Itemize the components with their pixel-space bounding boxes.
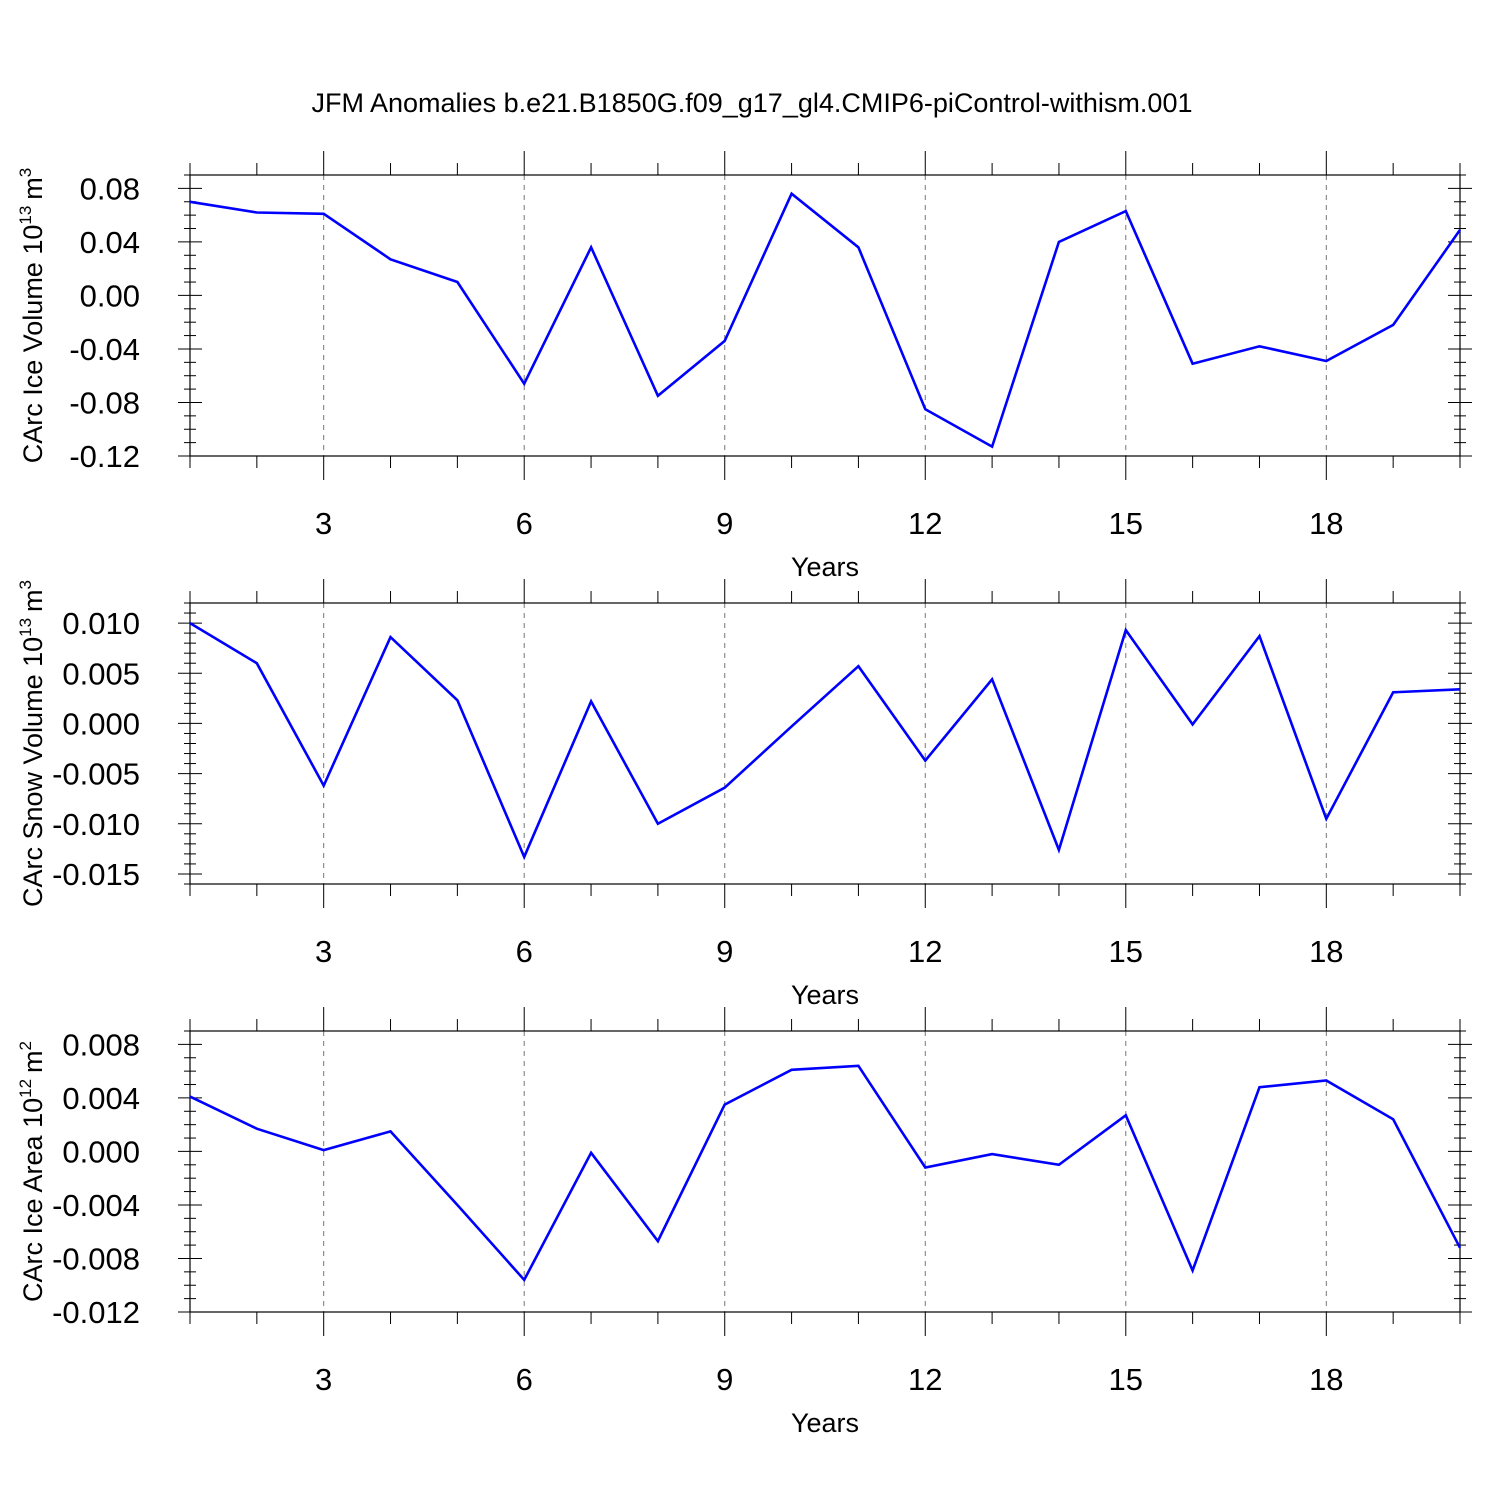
x-tick-label: 18 xyxy=(1309,506,1343,541)
x-tick-label: 6 xyxy=(516,1362,533,1397)
y-tick-label: -0.010 xyxy=(52,807,140,842)
y-tick-label: 0.005 xyxy=(62,656,140,691)
y-tick-label: 0.04 xyxy=(80,225,140,260)
x-tick-label: 6 xyxy=(516,934,533,969)
y-tick-label: -0.04 xyxy=(69,332,140,367)
panel-2: -0.015 -0.010 -0.005 0.000 0.005 0.010 3 6 9 12 15… xyxy=(16,579,1472,1010)
x-tick-label: 12 xyxy=(908,506,942,541)
x-tick-label: 9 xyxy=(716,506,733,541)
x-tick-label: 12 xyxy=(908,934,942,969)
y-tick-label: -0.004 xyxy=(52,1188,140,1223)
panel-1: -0.12 -0.08 -0.04 0.00 0.04 0.08 3 6 9 12 15 18 Year… xyxy=(16,151,1472,582)
plot-frame xyxy=(189,602,1461,885)
y-tick-label: -0.12 xyxy=(69,439,140,474)
x-tick-label: 3 xyxy=(315,934,332,969)
panel-3: -0.012 -0.008 -0.004 0.000 0.004 0.008 3 6 9 12 15… xyxy=(16,1007,1472,1438)
y-tick-label: -0.008 xyxy=(52,1241,140,1276)
x-axis-label: Years xyxy=(791,1408,859,1438)
x-tick-label: 18 xyxy=(1309,1362,1343,1397)
x-tick-label: 9 xyxy=(716,934,733,969)
y-tick-label: 0.008 xyxy=(62,1027,140,1062)
x-tick-label: 3 xyxy=(315,506,332,541)
series-line xyxy=(189,1064,1462,1283)
figure-title: JFM Anomalies b.e21.B1850G.f09_g17_gl4.C… xyxy=(312,88,1193,118)
y-tick-label: 0.004 xyxy=(62,1081,140,1116)
y-tick-label: 0.000 xyxy=(62,1134,140,1169)
y-tick-label: 0.08 xyxy=(80,171,140,206)
series-line xyxy=(189,191,1462,449)
y-tick-label: 0.010 xyxy=(62,606,140,641)
x-tick-label: 6 xyxy=(516,506,533,541)
y-tick-label: -0.08 xyxy=(69,385,140,420)
x-tick-label: 15 xyxy=(1109,934,1143,969)
plot-frame xyxy=(189,1030,1461,1313)
y-tick-label: -0.012 xyxy=(52,1295,140,1330)
x-tick-label: 15 xyxy=(1109,506,1143,541)
x-tick-label: 3 xyxy=(315,1362,332,1397)
y-axis-label: CArc Snow Volume 1013m3 xyxy=(16,580,48,907)
y-tick-label: -0.005 xyxy=(52,757,140,792)
y-tick-label: 0.000 xyxy=(62,706,140,741)
plot-frame xyxy=(189,174,1461,457)
x-tick-label: 15 xyxy=(1109,1362,1143,1397)
x-axis-label: Years xyxy=(791,980,859,1010)
x-tick-label: 18 xyxy=(1309,934,1343,969)
y-axis-label: CArc Ice Area 1012m2 xyxy=(16,1041,48,1302)
x-axis-label: Years xyxy=(791,552,859,582)
y-tick-label: -0.015 xyxy=(52,857,140,892)
y-axis-label: CArc Ice Volume 1013m3 xyxy=(16,168,48,464)
series-line xyxy=(189,621,1461,861)
x-tick-label: 9 xyxy=(716,1362,733,1397)
y-tick-label: 0.00 xyxy=(80,278,140,313)
panels: -0.12 -0.08 -0.04 0.00 0.04 0.08 3 6 9 12 15 18 Year… xyxy=(16,151,1472,1438)
x-tick-label: 12 xyxy=(908,1362,942,1397)
